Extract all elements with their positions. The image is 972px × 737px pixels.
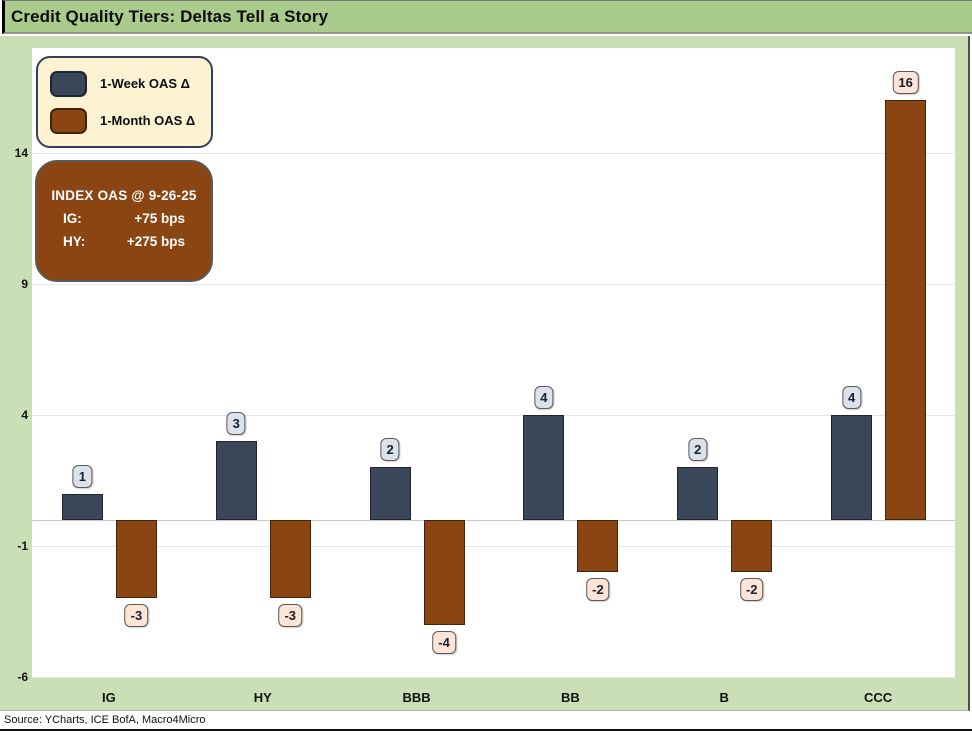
legend: 1-Week OAS Δ 1-Month OAS Δ <box>36 56 213 148</box>
annotation-heading: INDEX OAS @ 9-26-25 <box>51 188 197 203</box>
bar-value-label: 4 <box>841 385 862 409</box>
bar-1-week-oas--hy <box>215 441 257 520</box>
category-label-ccc: CCC <box>863 690 893 705</box>
plot-area: 1 -3 3 -3 2 -4 4 -2 2 -2 4 16 <box>32 48 955 678</box>
bar-1-month-oas--bbb <box>423 519 465 625</box>
gridline <box>32 545 955 547</box>
bar-value-label: 1 <box>72 464 93 488</box>
gridline <box>32 677 955 678</box>
bar-1-week-oas--ig <box>61 493 103 520</box>
bar-1-week-oas--ccc <box>831 414 873 520</box>
chart-title-bar: Credit Quality Tiers: Deltas Tell a Stor… <box>2 0 972 34</box>
bar-1-month-oas--ig <box>115 519 157 599</box>
source-text: Source: YCharts, ICE BofA, Macro4Micro <box>4 714 206 726</box>
bar-1-week-oas--b <box>677 467 719 520</box>
annotation-row-ig: IG: +75 bps <box>63 211 185 226</box>
bar-1-month-oas--b <box>731 519 773 573</box>
category-label-hy: HY <box>253 690 272 705</box>
bar-value-label: -2 <box>586 578 610 602</box>
category-label-bbb: BBB <box>402 690 431 705</box>
legend-entry-week: 1-Week OAS Δ <box>50 70 199 97</box>
chart-title: Credit Quality Tiers: Deltas Tell a Stor… <box>11 6 329 26</box>
bar-value-label: -4 <box>432 630 456 654</box>
bar-1-month-oas--ccc <box>885 100 927 520</box>
annotation-hy-label: HY: <box>63 234 86 249</box>
y-tick-label: 9 <box>21 276 28 291</box>
legend-entry-month: 1-Month OAS Δ <box>50 107 199 134</box>
y-tick-label: 14 <box>14 145 28 160</box>
legend-swatch-week <box>50 70 87 97</box>
bar-value-label: 3 <box>226 412 246 436</box>
bar-value-label: 2 <box>380 438 400 462</box>
legend-swatch-month <box>50 107 87 134</box>
bar-value-label: -3 <box>124 604 149 628</box>
bar-value-label: 16 <box>892 71 919 95</box>
annotation-ig-label: IG: <box>63 211 82 226</box>
bar-value-label: -2 <box>739 578 764 602</box>
bar-value-label: -3 <box>278 604 303 628</box>
category-label-b: B <box>719 690 729 705</box>
bar-value-label: 2 <box>688 438 708 462</box>
chart-area: 1 -3 3 -3 2 -4 4 -2 2 -2 4 16 -6 -1 4 9 14 IG HY BBB BB B CCC… <box>0 36 970 711</box>
bar-1-week-oas--bbb <box>369 467 411 520</box>
gridline <box>32 152 955 154</box>
bar-1-month-oas--hy <box>269 519 311 599</box>
zero-gridline <box>32 519 955 521</box>
gridline <box>32 414 955 416</box>
category-label-bb: BB <box>561 690 580 705</box>
y-tick-label: -1 <box>17 538 28 553</box>
annotation-ig-value: +75 bps <box>134 211 185 226</box>
legend-label-month: 1-Month OAS Δ <box>100 113 196 128</box>
bar-value-label: 4 <box>534 385 554 409</box>
y-tick-label: -6 <box>17 670 28 684</box>
y-tick-label: 4 <box>21 407 28 422</box>
annotation-row-hy: HY: +275 bps <box>63 234 185 249</box>
source-bar: Source: YCharts, ICE BofA, Macro4Micro <box>0 711 972 731</box>
annotation-hy-value: +275 bps <box>126 234 185 249</box>
legend-label-week: 1-Week OAS Δ <box>100 76 191 91</box>
bar-1-month-oas--bb <box>577 519 619 573</box>
annotation-box: INDEX OAS @ 9-26-25 IG: +75 bps HY: +275… <box>35 160 213 282</box>
bar-1-week-oas--bb <box>523 414 565 520</box>
gridline <box>32 283 955 285</box>
category-label-ig: IG <box>102 690 116 705</box>
